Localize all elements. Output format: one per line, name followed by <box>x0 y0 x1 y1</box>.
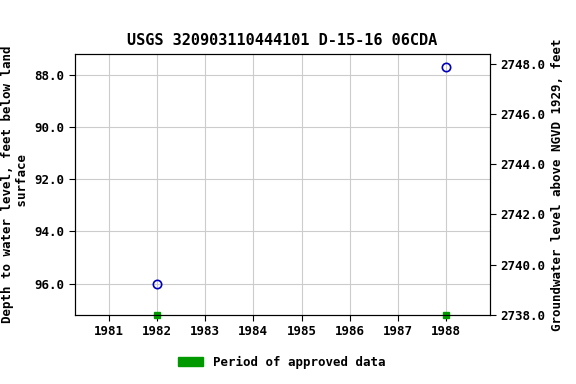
Y-axis label: Groundwater level above NGVD 1929, feet: Groundwater level above NGVD 1929, feet <box>551 38 563 331</box>
Legend: Period of approved data: Period of approved data <box>173 351 391 374</box>
Y-axis label: Depth to water level, feet below land
 surface: Depth to water level, feet below land su… <box>1 46 29 323</box>
Title: USGS 320903110444101 D-15-16 06CDA: USGS 320903110444101 D-15-16 06CDA <box>127 33 437 48</box>
